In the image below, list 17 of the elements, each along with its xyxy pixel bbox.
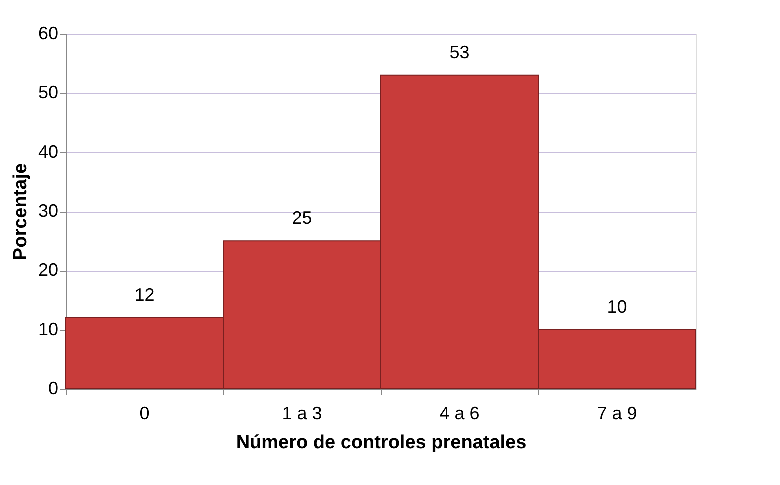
- y-tick-label: 40: [38, 142, 58, 162]
- x-tick-label: 1 a 3: [282, 404, 322, 424]
- data-label: 10: [607, 296, 628, 317]
- x-tick-label: 4 a 6: [440, 404, 480, 424]
- x-tick-label: 7 a 9: [597, 404, 638, 424]
- y-axis-title: Porcentaje: [10, 163, 32, 261]
- x-tick-label: 0: [140, 404, 150, 424]
- data-label: 53: [450, 42, 470, 62]
- y-tick-label: 50: [38, 82, 58, 103]
- data-label: 12: [134, 285, 155, 305]
- y-tick-label: 30: [38, 201, 58, 221]
- data-label: 25: [292, 208, 312, 228]
- y-tick-label: 20: [38, 260, 58, 280]
- y-tick-label: 60: [38, 24, 58, 44]
- y-tick-label: 0: [48, 378, 58, 398]
- x-axis-title: Número de controles prenatales: [236, 432, 527, 454]
- y-tick-label: 10: [38, 319, 58, 340]
